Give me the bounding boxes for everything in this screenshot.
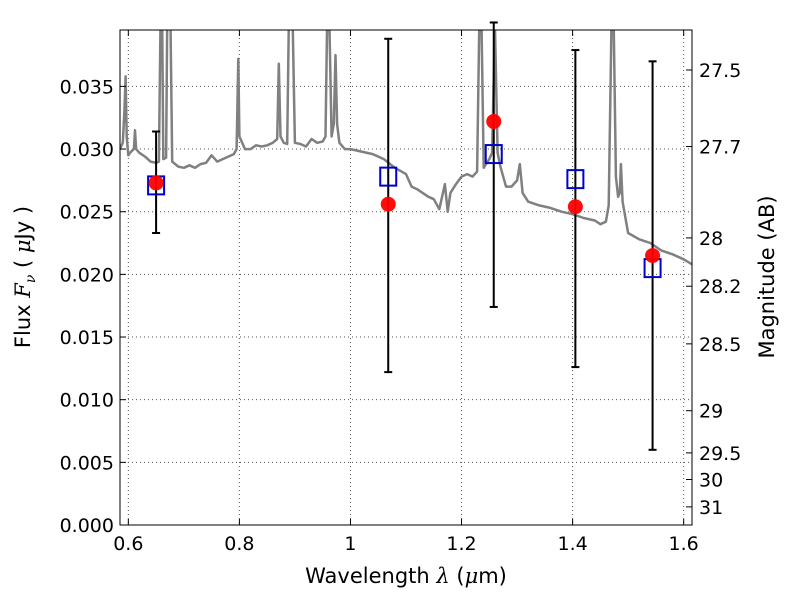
- model-point: [379, 166, 398, 187]
- mag-tick-label: 27.7: [699, 137, 741, 159]
- sed-spectrum: [120, 30, 692, 266]
- y2-axis-label: Magnitude (AB): [755, 195, 779, 358]
- y-tick-label: 0.035: [60, 76, 114, 98]
- x-tick-label: 0.8: [224, 533, 254, 555]
- mag-tick-label: 27.5: [699, 60, 741, 82]
- x-tick-label: 1: [344, 533, 356, 555]
- observed-point: [380, 196, 396, 212]
- mag-tick-label: 28: [699, 228, 723, 250]
- axis-ticks: 0.6 0.8 1 1.2 1.4 1.6 0.000 0.005 0.010 0.015 0.02…: [60, 30, 741, 555]
- y-tick-label: 0.010: [60, 390, 114, 412]
- x-tick-label: 0.6: [113, 533, 143, 555]
- observed-point: [486, 113, 502, 129]
- y-tick-label: 0.025: [60, 202, 114, 224]
- observed-point: [148, 175, 164, 191]
- mag-tick-label: 31: [699, 497, 723, 519]
- plot-frame: [119, 29, 693, 526]
- mag-tick-label: 30: [699, 470, 723, 492]
- mag-tick-label: 28.5: [699, 334, 741, 356]
- y-tick-label: 0.015: [60, 327, 114, 349]
- spectrum-line: [120, 30, 692, 266]
- mag-tick-label: 28.2: [699, 276, 741, 298]
- model-point: [484, 144, 503, 165]
- model-point: [566, 169, 585, 190]
- x-tick-label: 1.4: [557, 533, 587, 555]
- y-tick-label: 0.000: [60, 515, 114, 537]
- mag-tick-label: 29: [699, 401, 723, 423]
- x-tick-label: 1.6: [669, 533, 699, 555]
- y-tick-label: 0.030: [60, 139, 114, 161]
- x-axis-label: Wavelength λ (μm): [305, 564, 507, 588]
- y-axis-label: Flux Fν ( μJy ): [11, 206, 39, 348]
- observed-point: [645, 248, 661, 264]
- mag-tick-label: 29.5: [699, 443, 741, 465]
- observed-points: [148, 113, 661, 264]
- y-tick-label: 0.020: [60, 264, 114, 286]
- y-tick-label: 0.005: [60, 452, 114, 474]
- observed-point: [567, 199, 583, 215]
- x-tick-label: 1.2: [446, 533, 476, 555]
